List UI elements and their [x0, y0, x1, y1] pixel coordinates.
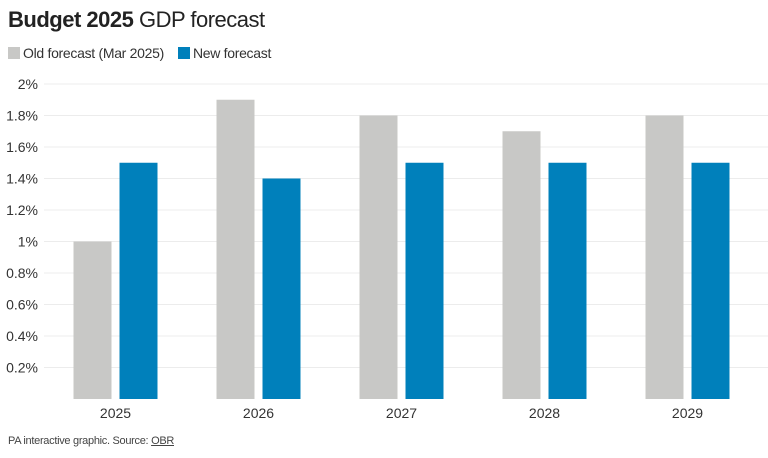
bar-new-2027: [405, 162, 444, 399]
y-tick-label: 2%: [18, 76, 38, 92]
y-tick-label: 0.8%: [6, 265, 38, 281]
bar-old-2026: [216, 99, 255, 399]
y-tick-label: 0.2%: [6, 360, 38, 376]
legend: Old forecast (Mar 2025) New forecast: [8, 45, 271, 61]
title-rest: GDP forecast: [138, 7, 265, 32]
footer: PA interactive graphic. Source: OBR: [8, 435, 174, 447]
legend-label-new: New forecast: [192, 45, 272, 61]
bar-new-2028: [548, 162, 587, 399]
x-tick-label: 2025: [100, 405, 131, 421]
source-link[interactable]: OBR: [151, 435, 174, 447]
legend-label-old: Old forecast (Mar 2025): [23, 45, 164, 61]
x-tick-label: 2029: [672, 405, 703, 421]
chart-title: Budget 2025 GDP forecast: [8, 7, 265, 33]
x-tick-label: 2026: [243, 405, 274, 421]
y-tick-label: 0.4%: [6, 328, 38, 344]
y-tick-label: 1%: [18, 234, 38, 250]
bar-old-2029: [645, 115, 684, 399]
legend-item-new: New forecast: [177, 45, 272, 61]
bar-old-2027: [359, 115, 398, 399]
y-tick-label: 1.4%: [6, 171, 38, 187]
y-tick-label: 1.8%: [6, 108, 38, 124]
footer-text: PA interactive graphic. Source:: [8, 435, 152, 447]
legend-swatch-old: [8, 47, 20, 59]
title-bold: Budget 2025: [8, 7, 134, 32]
legend-item-old: Old forecast (Mar 2025): [8, 45, 164, 61]
bar-old-2025: [73, 241, 112, 399]
legend-swatch-new: [177, 47, 190, 59]
y-tick-label: 1.6%: [6, 139, 38, 155]
y-tick-label: 0.6%: [6, 297, 38, 313]
bar-new-2029: [691, 162, 730, 399]
bar-new-2025: [119, 162, 158, 399]
bar-old-2028: [502, 131, 541, 399]
y-tick-label: 1.2%: [6, 202, 38, 218]
x-tick-label: 2028: [529, 405, 560, 421]
bar-new-2026: [262, 178, 301, 399]
x-tick-label: 2027: [386, 405, 417, 421]
